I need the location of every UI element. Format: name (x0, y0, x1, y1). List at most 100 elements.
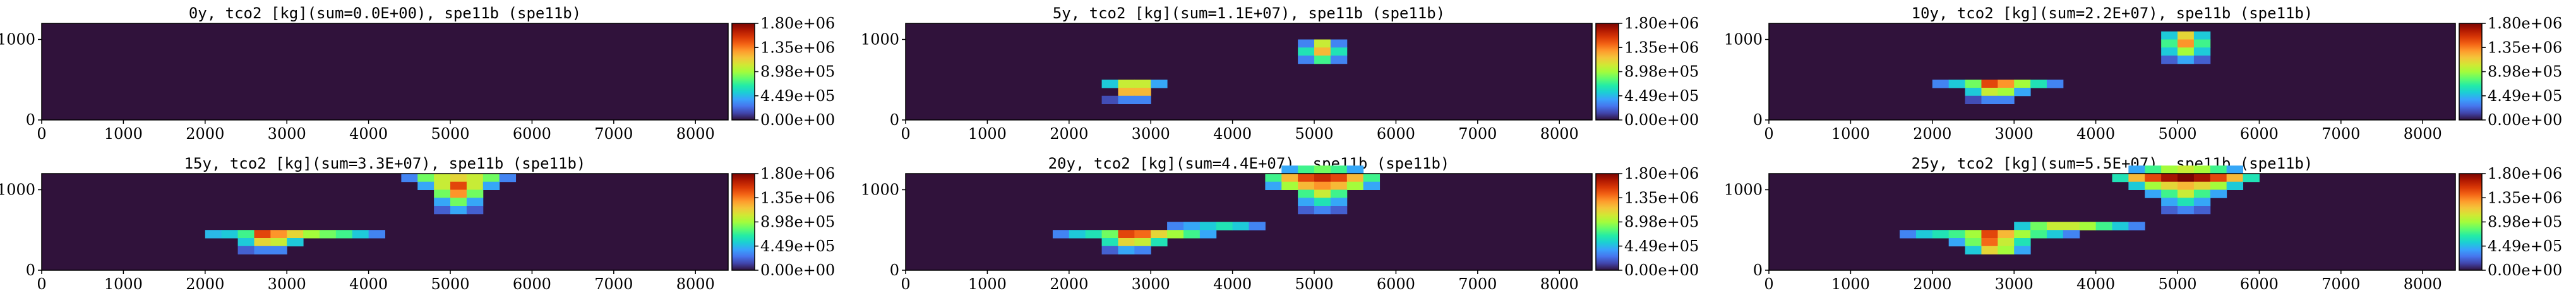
heatmap-cell (319, 230, 337, 239)
x-tick-label: 8000 (2404, 275, 2442, 293)
x-tick-label: 4000 (1213, 275, 1252, 293)
heatmap-cell (1118, 238, 1135, 247)
heatmap-cell (1216, 222, 1233, 230)
x-tick-label: 4000 (349, 125, 388, 143)
heatmap-cell (1314, 174, 1331, 182)
heatmap-cell (2210, 165, 2227, 174)
heatmap-cell (2014, 88, 2031, 97)
colorbar-tick-label: 0.00e+00 (1624, 111, 1699, 129)
heatmap-cell (2030, 230, 2047, 239)
heatmap-cell (2226, 165, 2244, 174)
panel-title: 20y, tco2 [kg](sum=4.4E+07), spe11b (spe… (1048, 155, 1450, 172)
x-tick-label: 4000 (2076, 275, 2115, 293)
heatmap-cell (2178, 174, 2195, 182)
heatmap-cell (2112, 222, 2129, 230)
heatmap-cell (2128, 165, 2145, 174)
heatmap-cell (466, 181, 484, 190)
x-tick-label: 3000 (1995, 275, 2034, 293)
x-tick-label: 0 (901, 275, 910, 293)
colorbar-tick-label: 1.35e+06 (760, 189, 835, 206)
heatmap-cell (2178, 47, 2195, 56)
heatmap-cell (2178, 165, 2195, 174)
colorbar-tick-label: 8.98e+05 (1624, 213, 1699, 231)
heatmap-cell (254, 230, 271, 239)
colorbar-tick-label: 0.00e+00 (760, 111, 835, 129)
x-tick-label: 4000 (349, 275, 388, 293)
x-tick-label: 7000 (2321, 275, 2360, 293)
heatmap-cell (2193, 56, 2211, 64)
colorbar: 0.00e+00 4.49e+05 8.98e+05 1.35e+06 1.80e+06 (1595, 165, 1699, 279)
heatmap-cell (2046, 222, 2064, 230)
heatmap-cell (1998, 230, 2015, 239)
axes-frame (1768, 23, 2456, 121)
heatmap-cell (1363, 181, 1381, 190)
colorbar-tick-label: 1.80e+06 (1624, 15, 1699, 32)
heatmap-cell (1134, 246, 1151, 254)
heatmap-cell (1900, 230, 1917, 239)
heatmap-panel-3: 15y, tco2 [kg](sum=3.3E+07), spe11b (spe… (0, 155, 835, 293)
heatmap-cell (1265, 181, 1282, 190)
heatmap-cell (1998, 238, 2015, 247)
heatmap-cell (303, 230, 320, 239)
heatmap-cell (335, 230, 353, 239)
panel-title: 10y, tco2 [kg](sum=2.2E+07), spe11b (spe… (1912, 4, 2313, 22)
heatmap-cell (2178, 206, 2195, 215)
heatmap-cell (1069, 230, 1086, 239)
x-tick-label: 4000 (1213, 125, 1252, 143)
heatmap-cell (1134, 80, 1151, 88)
colorbar-tick-label: 1.35e+06 (760, 39, 835, 56)
colorbar-gradient (2459, 23, 2483, 121)
heatmap-cell (2243, 174, 2260, 182)
heatmap-cell (270, 238, 287, 247)
x-tick-label: 1000 (1831, 275, 1870, 293)
heatmap-cell (417, 174, 434, 182)
heatmap-cell (482, 174, 500, 182)
heatmap-cell (2226, 174, 2244, 182)
heatmap-cell (1314, 206, 1331, 215)
heatmap-cell (1998, 88, 2015, 97)
heatmap-cell (466, 198, 484, 206)
heatmap-cell (2178, 189, 2195, 198)
x-tick-label: 2000 (1913, 275, 1951, 293)
colorbar-gradient (1595, 173, 1619, 271)
x-tick-label: 8000 (1540, 125, 1579, 143)
colorbar-tick-label: 8.98e+05 (760, 213, 835, 231)
heatmap-cell (1101, 246, 1118, 254)
x-tick-label: 5000 (431, 275, 469, 293)
heatmap-cell (1314, 47, 1331, 56)
heatmap-cell (2193, 206, 2211, 215)
heatmap-cell (254, 246, 271, 254)
heatmap-cell (1265, 174, 1282, 182)
heatmap-cell (2046, 230, 2064, 239)
heatmap-cell (2193, 165, 2211, 174)
heatmap-cell (417, 181, 434, 190)
y-tick-label: 0 (1753, 261, 1763, 279)
heatmap-cell (1101, 230, 1118, 239)
heatmap-cell (1118, 95, 1135, 104)
heatmap-cell (1298, 189, 1315, 198)
colorbar-tick-label: 4.49e+05 (2488, 237, 2562, 255)
heatmap-cell (1134, 230, 1151, 239)
axes-frame (1768, 173, 2456, 271)
heatmap-cell (2161, 174, 2178, 182)
heatmap-cell (1298, 39, 1315, 48)
heatmap-cell (237, 238, 255, 247)
heatmap-cell (1249, 222, 1266, 230)
heatmap-cell (1330, 47, 1348, 56)
heatmap-cell (2193, 181, 2211, 190)
heatmap-cell (1314, 39, 1331, 48)
heatmap-cell (1965, 238, 1982, 247)
heatmap-cell (1965, 80, 1982, 88)
x-tick-label: 7000 (2321, 125, 2360, 143)
heatmap-cell (1052, 230, 1070, 239)
heatmap-background (42, 174, 728, 270)
x-tick-label: 7000 (594, 275, 633, 293)
heatmap-cell (205, 230, 222, 239)
colorbar: 0.00e+00 4.49e+05 8.98e+05 1.35e+06 1.80e+06 (2459, 165, 2562, 279)
heatmap-cell (2128, 181, 2145, 190)
heatmap-cell (1346, 174, 1364, 182)
heatmap-cell (499, 174, 517, 182)
heatmap-cell (1298, 174, 1315, 182)
heatmap-cell (352, 230, 369, 239)
colorbar-tick-label: 0.00e+00 (2488, 111, 2562, 129)
